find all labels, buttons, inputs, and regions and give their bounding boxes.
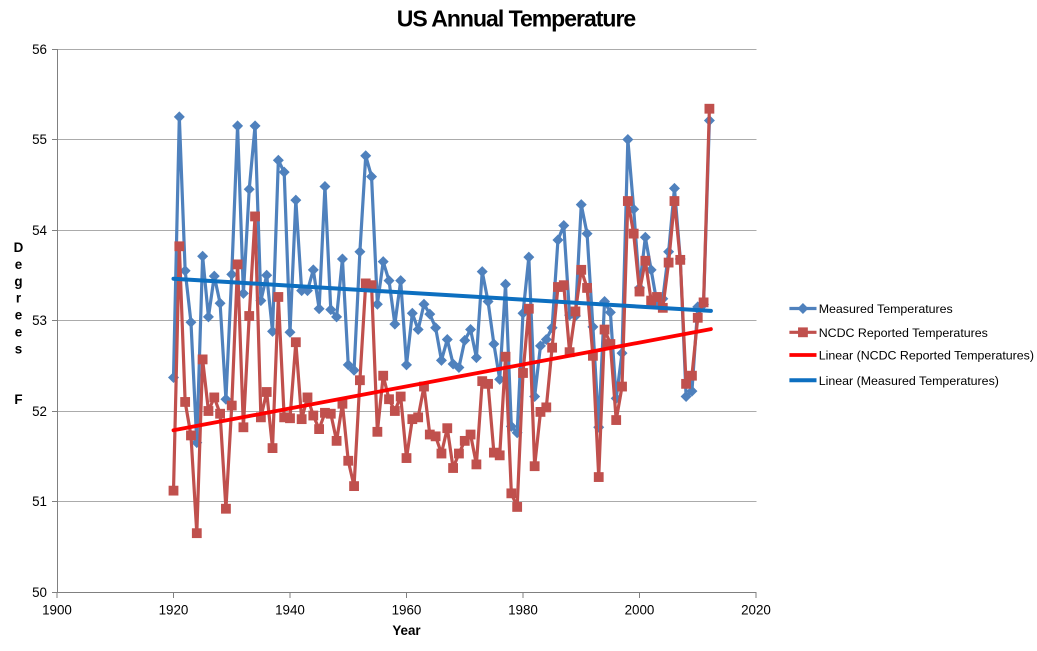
svg-text:g: g [14, 274, 22, 289]
svg-text:50: 50 [32, 585, 47, 600]
svg-text:Measured Temperatures: Measured Temperatures [819, 302, 953, 316]
svg-text:e: e [15, 324, 22, 339]
svg-text:2020: 2020 [741, 603, 771, 618]
svg-text:Linear (Measured Temperatures): Linear (Measured Temperatures) [819, 374, 999, 388]
svg-text:56: 56 [32, 42, 47, 57]
svg-text:1920: 1920 [159, 603, 189, 618]
svg-text:e: e [15, 307, 22, 322]
svg-text:1900: 1900 [42, 603, 72, 618]
svg-text:2000: 2000 [625, 603, 655, 618]
svg-text:Linear (NCDC Reported Temperat: Linear (NCDC Reported Temperatures) [819, 349, 1034, 363]
svg-text:54: 54 [32, 223, 47, 238]
svg-text:US Annual Temperature: US Annual Temperature [397, 6, 636, 32]
svg-text:r: r [16, 290, 22, 305]
svg-text:e: e [15, 257, 22, 272]
svg-text:NCDC Reported Temperatures: NCDC Reported Temperatures [819, 326, 988, 340]
svg-text:D: D [14, 240, 24, 255]
svg-text:1960: 1960 [392, 603, 422, 618]
svg-text:s: s [15, 341, 22, 356]
svg-text:1940: 1940 [275, 603, 305, 618]
svg-text:55: 55 [32, 132, 47, 147]
svg-text:F: F [14, 392, 22, 407]
svg-text:1980: 1980 [508, 603, 538, 618]
svg-text:Year: Year [392, 623, 421, 638]
svg-text:53: 53 [32, 313, 47, 328]
svg-text:52: 52 [32, 404, 47, 419]
svg-text:51: 51 [32, 494, 47, 509]
